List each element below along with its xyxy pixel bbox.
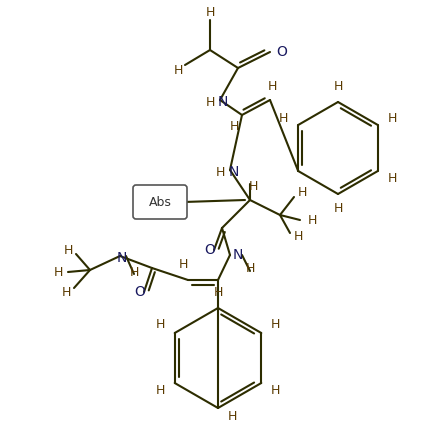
Text: Abs: Abs [148,195,171,209]
Text: H: H [248,179,258,193]
Text: N: N [229,165,239,179]
Text: H: H [61,285,71,299]
Text: H: H [388,172,398,184]
Text: O: O [134,285,145,299]
Text: H: H [53,265,63,279]
Text: N: N [233,248,243,262]
Text: H: H [245,262,254,276]
Text: H: H [215,165,225,179]
Text: H: H [271,385,280,397]
Text: H: H [271,318,280,332]
Text: O: O [276,45,287,59]
Text: H: H [279,112,288,124]
Text: H: H [178,258,188,272]
Text: H: H [205,5,215,19]
Text: H: H [293,231,303,243]
Text: H: H [205,97,215,109]
Text: N: N [218,95,228,109]
Text: H: H [156,318,166,332]
Text: H: H [333,81,343,93]
FancyBboxPatch shape [133,185,187,219]
Text: H: H [129,265,139,279]
Text: H: H [388,112,398,124]
Text: H: H [307,213,317,227]
Text: H: H [267,81,277,93]
Text: N: N [117,251,127,265]
Text: H: H [173,64,183,76]
Text: H: H [213,285,223,299]
Text: H: H [333,202,343,216]
Text: H: H [156,385,166,397]
Text: H: H [230,120,239,134]
Text: H: H [64,243,73,257]
Text: O: O [205,243,215,257]
Text: H: H [297,187,307,199]
Text: H: H [227,410,237,422]
